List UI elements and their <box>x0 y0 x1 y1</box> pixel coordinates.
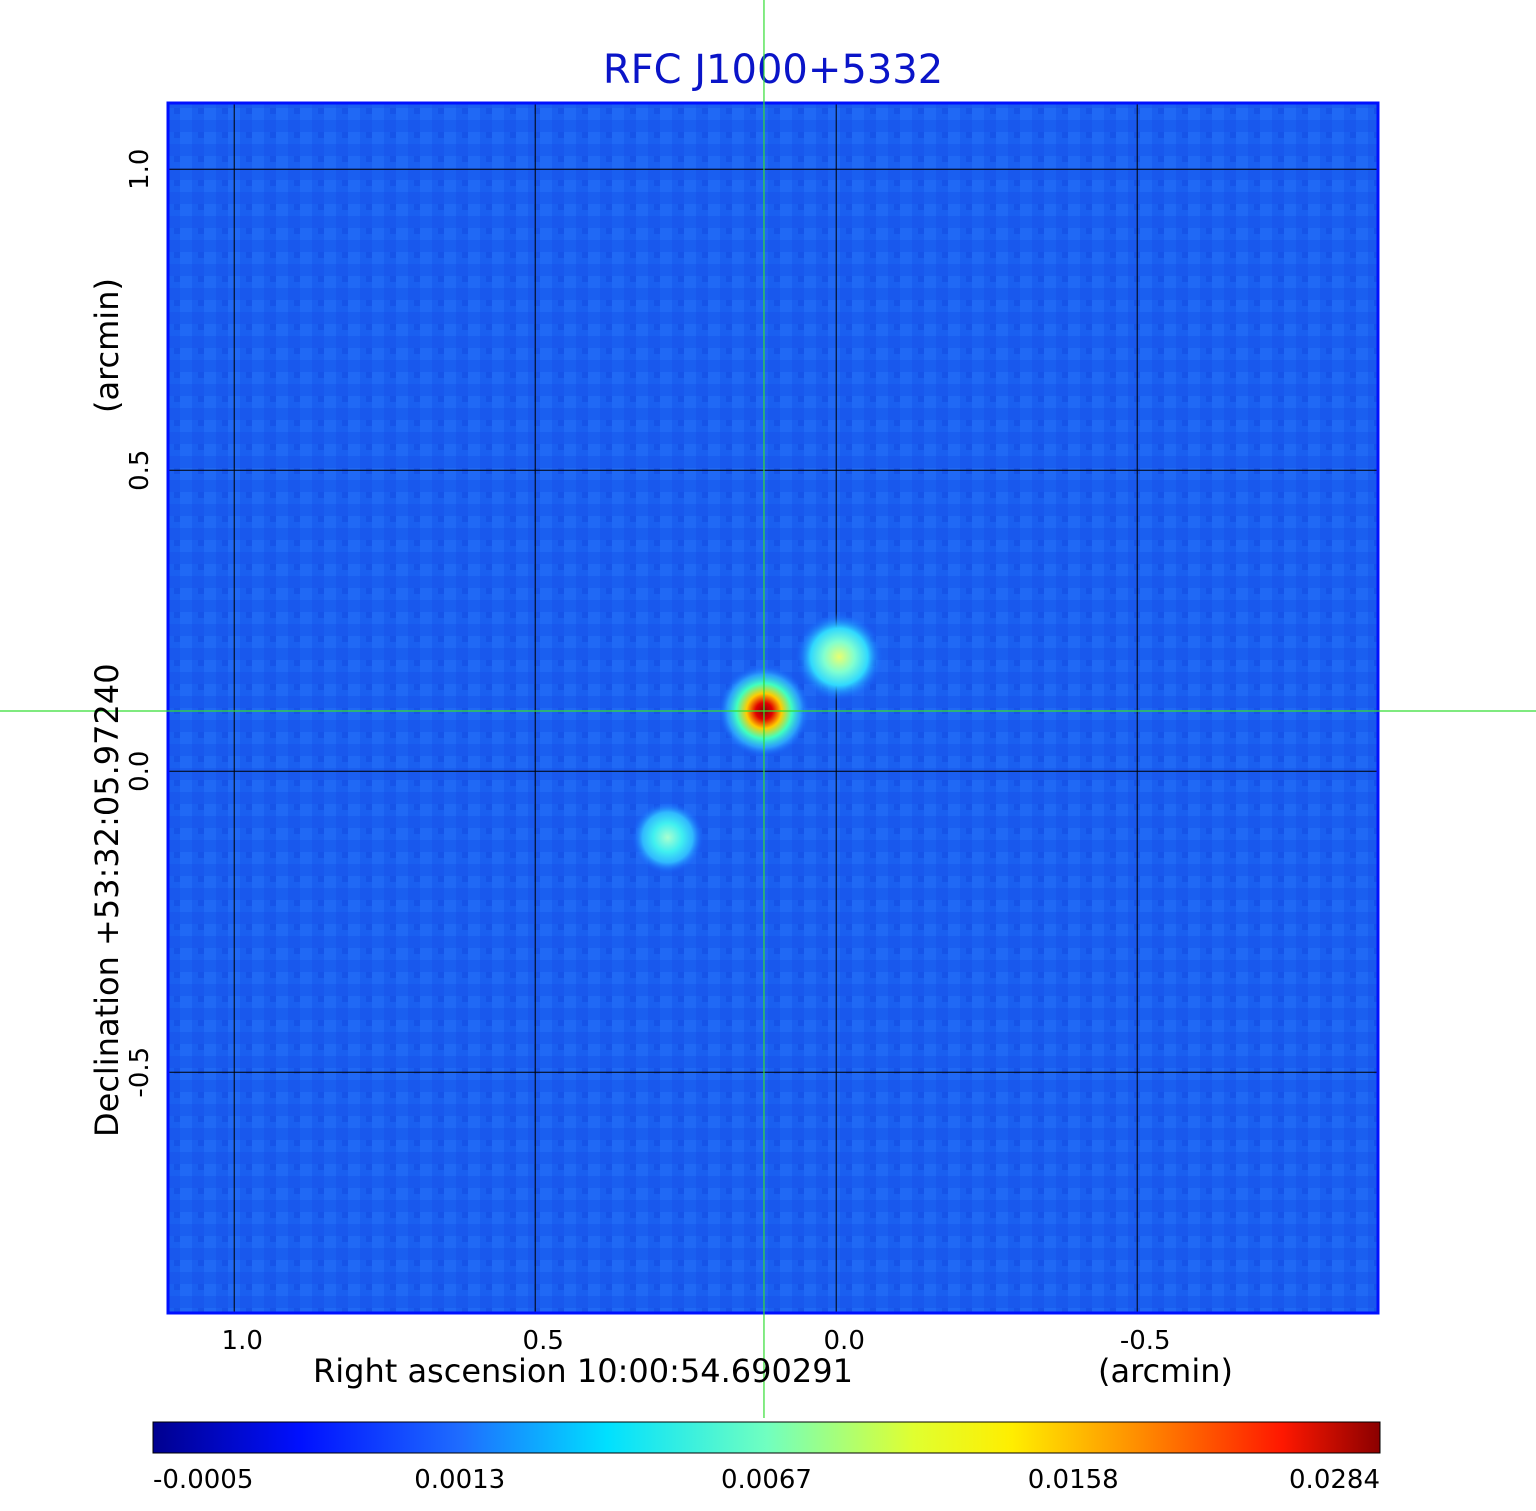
x-tick-label-3: -0.5 <box>1120 1326 1171 1356</box>
y-tick-label-1: 0.5 <box>125 450 155 491</box>
grid-lines <box>168 103 1378 1313</box>
colorbar-scale <box>152 1421 1381 1454</box>
colorbar <box>152 1421 1381 1454</box>
x-tick-label-1: 0.5 <box>523 1326 564 1356</box>
colorbar-tick-label-2: 0.0067 <box>721 1465 812 1495</box>
colorbar-tick-labels: -0.0005 0.0013 0.0067 0.0158 0.0284 <box>153 1465 1380 1495</box>
y-tick-labels: 1.0 0.5 0.0 -0.5 <box>125 149 155 1098</box>
plot-frame <box>166 101 1380 1315</box>
y-tick-label-2: 0.0 <box>125 751 155 792</box>
colorbar-tick-label-1: 0.0013 <box>414 1465 505 1495</box>
x-tick-label-0: 1.0 <box>222 1326 263 1356</box>
source-2 <box>631 801 704 874</box>
x-tick-label-2: 0.0 <box>824 1326 865 1356</box>
colorbar-tick-label-3: 0.0158 <box>1028 1465 1119 1495</box>
y-tick-label-0: 1.0 <box>125 149 155 190</box>
y-axis-unit: (arcmin) <box>88 278 126 413</box>
x-axis-label: Right ascension 10:00:54.690291 <box>313 1352 853 1390</box>
y-axis-label: Declination +53:32:05.97240 <box>88 663 126 1137</box>
x-tick-labels: 1.0 0.5 0.0 -0.5 <box>222 1326 1171 1356</box>
colorbar-tick-label-0: -0.0005 <box>153 1465 253 1495</box>
y-tick-label-3: -0.5 <box>125 1047 155 1098</box>
source-1 <box>795 612 884 701</box>
chart-title: RFC J1000+5332 <box>603 47 943 93</box>
colorbar-tick-label-4: 0.0284 <box>1289 1465 1380 1495</box>
crosshair <box>0 0 1536 1418</box>
x-axis-unit: (arcmin) <box>1098 1352 1233 1390</box>
